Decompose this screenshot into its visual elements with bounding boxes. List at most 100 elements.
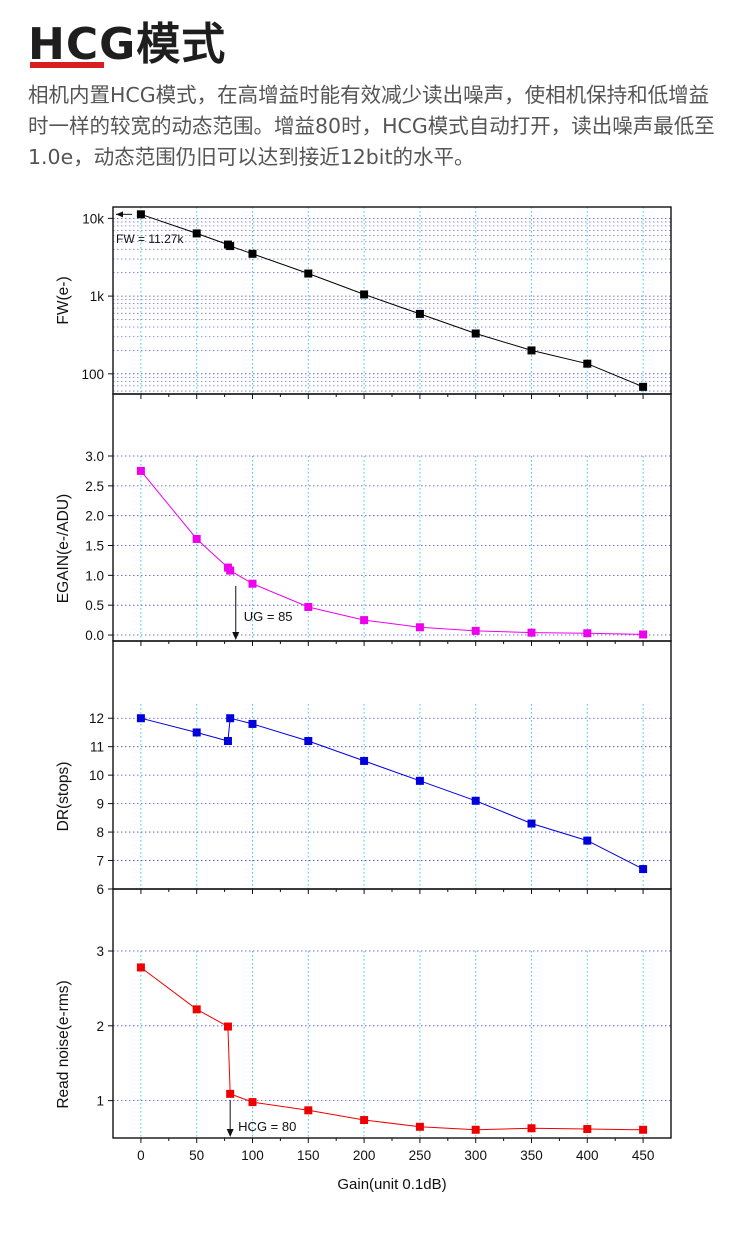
y-axis-label: Read noise(e-rms) <box>55 980 72 1108</box>
data-point <box>304 269 313 278</box>
y-tick-label: 2 <box>96 1019 104 1034</box>
series-line <box>140 213 644 388</box>
data-point <box>304 737 313 745</box>
data-point <box>226 714 235 723</box>
data-point <box>248 719 257 728</box>
data-point <box>304 1106 313 1115</box>
data-point <box>223 1022 232 1031</box>
data-point <box>192 728 201 737</box>
y-tick-label: 8 <box>96 825 104 840</box>
data-point <box>639 1125 648 1134</box>
x-tick-label: 450 <box>632 1148 655 1163</box>
y-tick-label: 7 <box>96 854 104 869</box>
data-point <box>360 616 369 625</box>
annotation-arrowhead <box>226 1129 234 1137</box>
panel-read-noise: 1 2 3 Read noise(e-rms) HCG = 80 <box>55 888 672 1143</box>
data-point <box>415 623 424 632</box>
data-point <box>415 776 424 785</box>
data-point <box>360 756 369 765</box>
data-point <box>527 346 536 355</box>
y-axis-label: EGAIN(e-/ADU) <box>55 494 72 603</box>
x-axis-label: Gain(unit 0.1dB) <box>337 1176 446 1193</box>
data-point <box>248 579 257 588</box>
y-tick-label: 12 <box>89 711 104 726</box>
data-point <box>136 466 145 475</box>
title-underline <box>30 62 104 68</box>
x-tick-label: 200 <box>353 1148 376 1163</box>
x-tick-label: 250 <box>409 1148 432 1163</box>
description-line: 1.0e，动态范围仍旧可以达到接近12bit的水平。 <box>28 145 475 169</box>
y-tick-label: 100 <box>81 367 104 382</box>
data-point <box>136 963 145 972</box>
y-tick-label: 3.0 <box>85 449 104 464</box>
data-point <box>639 865 648 874</box>
data-point <box>471 626 480 635</box>
annotation-label: FW = 11.27k <box>116 232 184 246</box>
data-point <box>639 382 648 391</box>
data-point <box>226 566 235 575</box>
x-tick-label: 300 <box>464 1148 487 1163</box>
y-tick-label: 2.5 <box>85 479 104 494</box>
data-point <box>192 534 201 543</box>
data-point <box>527 1124 536 1133</box>
data-point <box>226 242 235 251</box>
data-point <box>248 249 257 258</box>
data-point <box>527 819 536 828</box>
panel-egain: 0.0 0.5 1.0 1.5 2.0 2.5 3.0 EGAIN(e-/ADU) UG = 8… <box>55 393 672 646</box>
y-axis-label: FW(e-) <box>55 276 72 324</box>
description-line: 时一样的较宽的动态范围。增益80时，HCG模式自动打开，读出噪声最低至 <box>28 114 715 138</box>
data-point <box>192 1005 201 1014</box>
data-point <box>583 836 592 845</box>
x-tick-label: 100 <box>241 1148 264 1163</box>
data-point <box>639 630 648 639</box>
data-point <box>471 1125 480 1134</box>
y-tick-label: 1.5 <box>85 539 104 554</box>
y-tick-label: 0.0 <box>85 628 104 643</box>
data-point <box>136 714 145 723</box>
panel-dr: 6 7 8 9 10 11 12 DR(stops) <box>55 640 672 897</box>
data-point <box>415 309 424 318</box>
data-point <box>360 290 369 299</box>
page-title: HCG模式 <box>28 19 227 70</box>
x-tick-label: 50 <box>189 1148 204 1163</box>
annotation-label: UG = 85 <box>244 609 293 624</box>
y-tick-label: 1.0 <box>85 568 104 583</box>
panel-fw: 10k 1k 100 FW(e-) FW = 11.27k <box>55 206 672 399</box>
x-tick-label: 400 <box>576 1148 599 1163</box>
annotation-arrowhead <box>116 211 123 218</box>
series-line <box>140 967 644 1131</box>
data-point <box>471 796 480 805</box>
data-point <box>248 1098 257 1107</box>
y-axis-label: DR(stops) <box>55 762 72 832</box>
y-tick-label: 0.5 <box>85 598 104 613</box>
x-tick-label: 150 <box>297 1148 320 1163</box>
data-point <box>471 329 480 338</box>
series-line <box>140 470 644 635</box>
y-tick-label: 6 <box>96 882 104 897</box>
y-tick-label: 1 <box>96 1094 104 1109</box>
data-point <box>415 1122 424 1131</box>
data-point <box>583 1125 592 1134</box>
annotation-arrowhead <box>232 632 240 640</box>
data-point <box>527 628 536 637</box>
data-point <box>304 602 313 611</box>
data-point <box>360 1116 369 1125</box>
panel-frame <box>112 888 672 1139</box>
y-tick-label: 3 <box>96 944 104 959</box>
data-point <box>226 1089 235 1098</box>
x-tick-label: 0 <box>137 1148 145 1163</box>
y-tick-label: 10k <box>82 211 104 226</box>
y-tick-label: 10 <box>89 768 104 783</box>
data-point <box>223 737 232 745</box>
data-point <box>192 229 201 238</box>
y-tick-label: 11 <box>90 740 104 755</box>
x-tick-label: 350 <box>520 1148 543 1163</box>
data-point <box>583 629 592 638</box>
y-tick-label: 9 <box>96 797 104 812</box>
annotation-label: HCG = 80 <box>238 1119 296 1134</box>
y-tick-label: 2.0 <box>85 509 104 524</box>
data-point <box>583 359 592 368</box>
y-tick-label: 1k <box>90 289 105 304</box>
description-line: 相机内置HCG模式，在高增益时能有效减少读出噪声，使相机保持和低增益 <box>28 83 710 107</box>
